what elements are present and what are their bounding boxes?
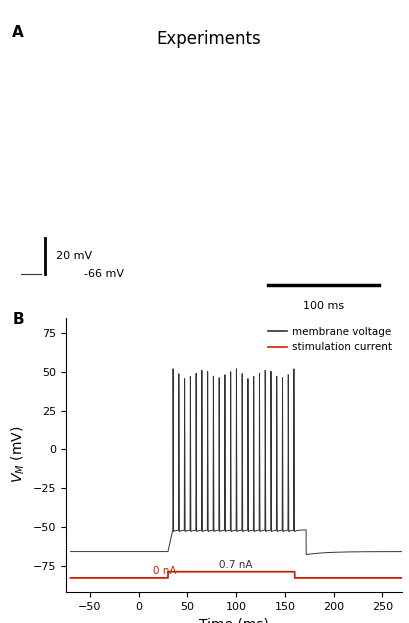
Y-axis label: $V_M$ (mV): $V_M$ (mV) [9,426,27,483]
Text: A: A [12,25,24,40]
Text: 20 mV: 20 mV [56,251,92,261]
Text: -66 mV: -66 mV [84,269,124,278]
Legend: membrane voltage, stimulation current: membrane voltage, stimulation current [264,323,396,356]
Text: B: B [12,312,24,326]
X-axis label: Time (ms): Time (ms) [198,617,268,623]
Text: 100 ms: 100 ms [302,301,343,311]
Text: Experiments: Experiments [156,31,261,49]
Text: 0.7 nA: 0.7 nA [219,560,252,570]
Text: 0 nA: 0 nA [153,566,176,576]
